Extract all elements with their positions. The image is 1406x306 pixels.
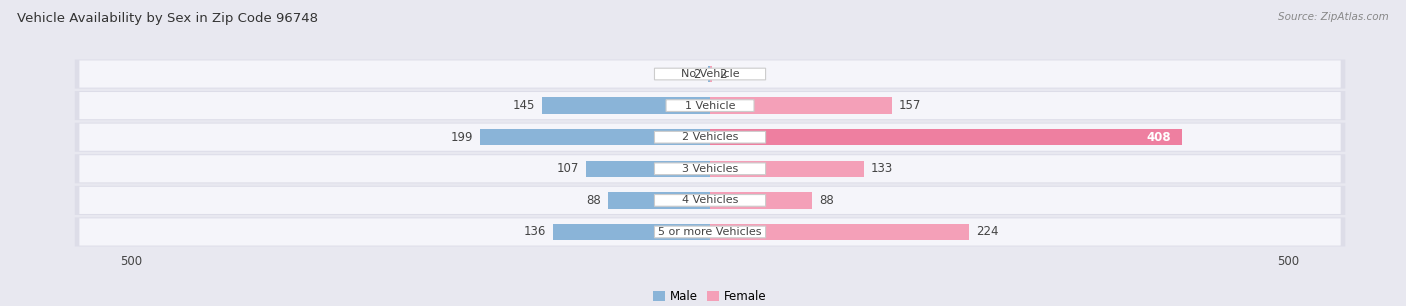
Text: 133: 133 (870, 162, 893, 175)
FancyBboxPatch shape (79, 92, 1341, 119)
Bar (479, 129, 710, 145)
Text: 224: 224 (976, 226, 998, 238)
Text: 3 Vehicles: 3 Vehicles (682, 164, 738, 174)
FancyBboxPatch shape (75, 154, 1346, 183)
FancyBboxPatch shape (654, 163, 766, 175)
Text: 1 Vehicle: 1 Vehicle (685, 101, 735, 111)
FancyBboxPatch shape (75, 186, 1346, 215)
Bar (710, 161, 863, 177)
Text: 2: 2 (693, 68, 700, 80)
Text: 199: 199 (450, 131, 472, 144)
Text: 4 Vehicles: 4 Vehicles (682, 195, 738, 205)
FancyBboxPatch shape (654, 68, 766, 80)
Bar (543, 97, 710, 114)
FancyBboxPatch shape (654, 195, 766, 206)
FancyBboxPatch shape (79, 187, 1341, 214)
FancyBboxPatch shape (75, 218, 1346, 247)
Bar (710, 97, 891, 114)
Text: 2 Vehicles: 2 Vehicles (682, 132, 738, 142)
FancyBboxPatch shape (75, 91, 1346, 120)
FancyBboxPatch shape (79, 155, 1341, 182)
Bar (586, 161, 710, 177)
FancyBboxPatch shape (79, 218, 1341, 245)
FancyBboxPatch shape (75, 123, 1346, 152)
Bar (710, 224, 969, 240)
Text: Vehicle Availability by Sex in Zip Code 96748: Vehicle Availability by Sex in Zip Code … (17, 12, 318, 25)
Text: Source: ZipAtlas.com: Source: ZipAtlas.com (1278, 12, 1389, 22)
Legend: Male, Female: Male, Female (648, 285, 772, 306)
Bar (553, 224, 710, 240)
Bar (707, 66, 710, 82)
Text: 88: 88 (586, 194, 602, 207)
FancyBboxPatch shape (666, 100, 754, 111)
Text: 107: 107 (557, 162, 579, 175)
FancyBboxPatch shape (654, 226, 766, 238)
Bar (710, 192, 811, 209)
Text: 408: 408 (1146, 131, 1171, 144)
Text: 157: 157 (898, 99, 921, 112)
Text: 5 or more Vehicles: 5 or more Vehicles (658, 227, 762, 237)
Bar (609, 192, 710, 209)
Text: 88: 88 (818, 194, 834, 207)
Text: No Vehicle: No Vehicle (681, 69, 740, 79)
Text: 2: 2 (720, 68, 727, 80)
Bar (710, 66, 713, 82)
FancyBboxPatch shape (654, 131, 766, 143)
Bar (710, 129, 1182, 145)
Text: 136: 136 (523, 226, 546, 238)
FancyBboxPatch shape (79, 61, 1341, 88)
Text: 145: 145 (513, 99, 536, 112)
FancyBboxPatch shape (75, 59, 1346, 88)
FancyBboxPatch shape (79, 124, 1341, 151)
